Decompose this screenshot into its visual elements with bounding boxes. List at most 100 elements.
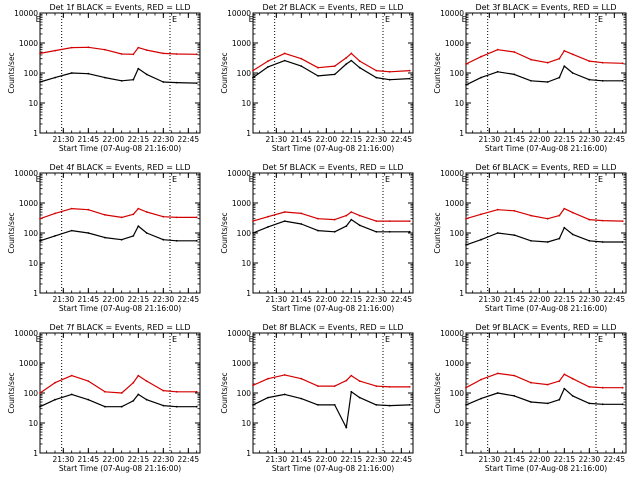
data-point-events bbox=[480, 238, 482, 241]
data-point-lld bbox=[39, 52, 41, 55]
data-point-lld bbox=[87, 380, 90, 382]
x-tick-label: 21:45 bbox=[291, 135, 313, 144]
data-point-events bbox=[388, 404, 391, 407]
y-axis-label: Counts/sec bbox=[220, 52, 229, 93]
data-point-lld bbox=[283, 52, 286, 55]
data-point-lld bbox=[358, 214, 361, 217]
y-tick-label: 10000 bbox=[227, 169, 251, 178]
data-point-events bbox=[283, 220, 286, 223]
y-tick-label: 1000 bbox=[445, 39, 464, 48]
time-marker-label: E bbox=[172, 335, 177, 344]
data-point-lld bbox=[358, 380, 361, 382]
data-point-lld bbox=[563, 49, 566, 52]
y-tick-label: 10000 bbox=[440, 329, 464, 338]
data-point-lld bbox=[375, 220, 378, 223]
data-point-lld bbox=[513, 51, 516, 53]
y-tick-label: 10 bbox=[241, 259, 251, 268]
y-tick-label: 10 bbox=[454, 259, 464, 268]
x-tick-label: 21:45 bbox=[291, 455, 313, 464]
data-point-events bbox=[530, 239, 532, 242]
time-marker-label: E bbox=[36, 175, 41, 184]
time-marker-label: E bbox=[598, 175, 603, 184]
data-point-events bbox=[283, 59, 286, 62]
x-tick-label: 22:00 bbox=[529, 135, 551, 144]
y-tick-label: 1 bbox=[246, 449, 251, 458]
x-tick-label: 22:15 bbox=[128, 455, 150, 464]
data-point-events bbox=[546, 402, 549, 405]
series-line-lld bbox=[465, 372, 623, 389]
x-tick-label: 21:45 bbox=[504, 455, 526, 464]
y-tick-label: 1000 bbox=[232, 199, 251, 208]
x-tick-label: 22:30 bbox=[366, 455, 388, 464]
data-point-lld bbox=[132, 381, 135, 384]
x-tick-label: 22:45 bbox=[604, 455, 626, 464]
chart-title: Det 2f BLACK = Events, RED = LLD bbox=[262, 3, 403, 12]
data-point-events bbox=[601, 79, 604, 82]
data-point-events bbox=[104, 76, 106, 79]
y-tick-label: 10 bbox=[454, 99, 464, 108]
x-tick-label: 21:30 bbox=[266, 295, 288, 304]
data-point-events bbox=[546, 81, 549, 83]
data-point-events bbox=[465, 244, 467, 246]
data-point-lld bbox=[496, 372, 499, 375]
y-tick-label: 10 bbox=[28, 259, 38, 268]
data-point-events bbox=[145, 73, 148, 76]
data-point-lld bbox=[530, 214, 532, 217]
data-point-lld bbox=[333, 65, 336, 67]
series-line-events bbox=[39, 225, 197, 242]
data-point-events bbox=[267, 226, 269, 228]
data-point-lld bbox=[388, 220, 391, 223]
data-point-events bbox=[317, 404, 319, 406]
data-point-events bbox=[558, 76, 561, 79]
data-point-events bbox=[54, 235, 56, 237]
series-line-lld bbox=[465, 49, 623, 65]
series-line-events bbox=[252, 219, 410, 234]
data-point-events bbox=[480, 76, 482, 79]
data-point-events bbox=[120, 79, 123, 82]
data-point-lld bbox=[132, 213, 135, 216]
y-tick-label: 1 bbox=[246, 289, 251, 298]
x-axis-label: Start Time (07-Aug-08 21:16:00) bbox=[272, 144, 394, 153]
y-tick-label: 1 bbox=[459, 129, 464, 138]
data-point-events bbox=[120, 238, 123, 241]
data-point-lld bbox=[465, 386, 467, 389]
data-point-events bbox=[530, 401, 532, 403]
data-point-events bbox=[588, 78, 591, 81]
data-point-events bbox=[54, 398, 56, 401]
series-line-events bbox=[465, 227, 623, 246]
data-point-events bbox=[175, 239, 178, 242]
chart-title: Det 6f BLACK = Events, RED = LLD bbox=[475, 163, 616, 172]
x-tick-label: 21:30 bbox=[479, 455, 501, 464]
data-point-events bbox=[145, 232, 148, 234]
data-point-events bbox=[267, 396, 269, 399]
data-point-events bbox=[571, 395, 574, 397]
data-point-events bbox=[195, 405, 198, 408]
data-point-events bbox=[496, 232, 499, 234]
data-point-events bbox=[513, 395, 516, 397]
y-tick-label: 1000 bbox=[19, 39, 38, 48]
time-marker-label: E bbox=[172, 15, 177, 24]
time-marker-label: E bbox=[385, 175, 390, 184]
data-point-events bbox=[496, 70, 499, 73]
x-tick-label: 22:30 bbox=[153, 295, 175, 304]
data-point-lld bbox=[54, 381, 56, 384]
data-point-lld bbox=[283, 374, 286, 376]
time-marker-label: E bbox=[462, 15, 467, 24]
data-point-events bbox=[333, 230, 336, 233]
data-point-events bbox=[333, 404, 336, 406]
x-tick-label: 22:00 bbox=[103, 295, 125, 304]
data-point-lld bbox=[465, 217, 467, 220]
chart-panel-6: Det 6f BLACK = Events, RED = LLD 1 10 100 10… bbox=[433, 163, 627, 313]
data-point-lld bbox=[513, 209, 516, 212]
x-tick-label: 22:15 bbox=[554, 135, 576, 144]
data-point-lld bbox=[558, 57, 561, 60]
data-point-lld bbox=[54, 212, 56, 215]
data-point-lld bbox=[162, 389, 165, 392]
data-point-events bbox=[104, 236, 106, 239]
data-point-lld bbox=[87, 208, 90, 211]
data-point-events bbox=[563, 226, 566, 229]
y-tick-label: 10 bbox=[241, 419, 251, 428]
data-point-lld bbox=[588, 386, 591, 388]
data-point-events bbox=[388, 78, 391, 81]
y-tick-label: 1 bbox=[246, 129, 251, 138]
